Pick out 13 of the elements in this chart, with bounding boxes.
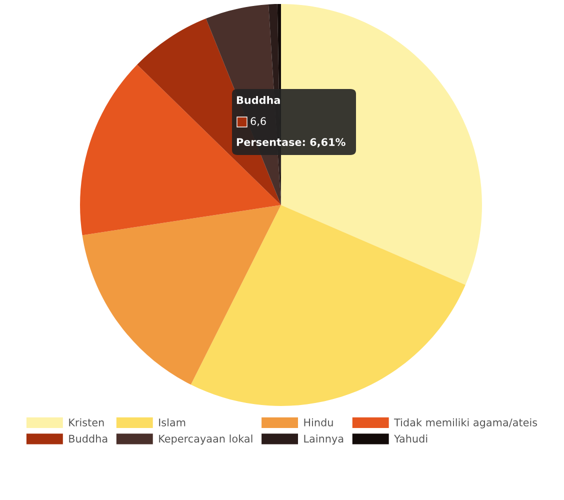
text: 6,6 <box>250 117 266 126</box>
legend-label: Yahudi <box>394 434 428 443</box>
legend-label: Buddha <box>69 434 108 443</box>
legend-label: Lainnya <box>304 434 344 445</box>
legend-label: Kristen <box>69 418 104 426</box>
legend-label: Islam <box>159 418 186 426</box>
text: Buddha <box>236 96 280 104</box>
legend-label: Kepercayaan lokal <box>159 434 252 445</box>
text: Persentase: 6,61% <box>236 138 346 148</box>
pie-slice <box>82 205 281 385</box>
legend-label: Hindu <box>304 418 333 426</box>
pie-slice <box>190 205 466 406</box>
legend-label: Tidak memiliki agama/ateis <box>394 418 538 428</box>
